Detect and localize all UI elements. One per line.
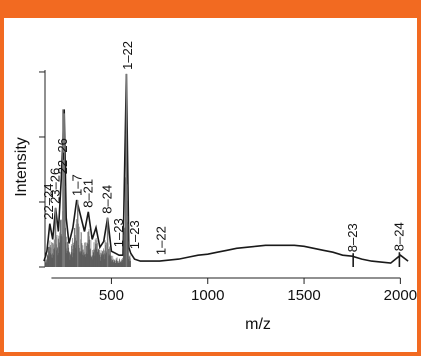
peak-label: 8–24	[391, 222, 406, 251]
peak-label: 1–23	[127, 220, 142, 249]
peak-label: 8–24	[100, 185, 115, 214]
x-tick-label: 500	[99, 287, 124, 304]
peak-label: 22–24	[41, 184, 56, 220]
peak-label: 8–21	[80, 179, 95, 208]
peak-label: 23–26	[48, 168, 63, 204]
chart-axes: 500 1000 1500 2000	[39, 70, 417, 304]
spectrum-line	[43, 73, 409, 264]
peak-label: 1–22	[120, 41, 135, 70]
x-axis-label: m/z	[245, 316, 271, 333]
x-tick-label: 1000	[191, 287, 224, 304]
peak-label: 22–26	[55, 138, 70, 174]
x-tick-label: 1500	[287, 287, 320, 304]
y-axis-label: Intensity	[13, 137, 30, 197]
peak-label: 1–7	[70, 174, 85, 196]
peak-label: 1–23	[111, 218, 126, 247]
series-layer	[43, 73, 409, 267]
x-tick-label: 2000	[384, 287, 417, 304]
header-bar	[0, 0, 421, 18]
peak-label: 8–23	[345, 223, 360, 252]
peak-label: 1–22	[154, 226, 169, 255]
